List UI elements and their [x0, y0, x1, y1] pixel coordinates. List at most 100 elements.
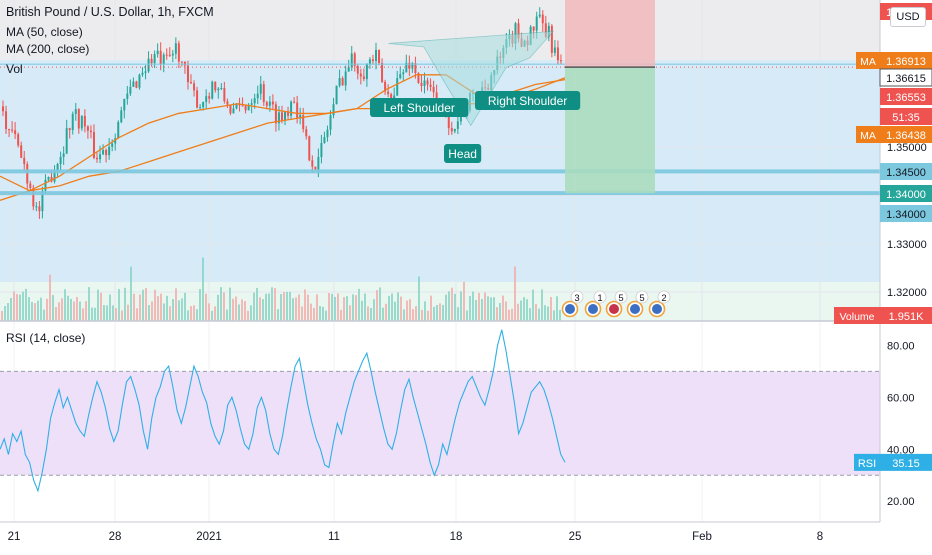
volume-bar: [556, 296, 558, 321]
candle-body: [235, 103, 238, 109]
volume-bar: [553, 310, 555, 321]
volume-bar: [142, 289, 144, 321]
volume-bar: [88, 287, 90, 321]
candle-body: [226, 101, 229, 105]
candle-body: [387, 91, 390, 95]
volume-bar: [541, 289, 543, 321]
volume-bar: [121, 310, 123, 321]
price-label-tag-bg: [856, 126, 880, 143]
volume-bar: [133, 293, 135, 321]
volume-legend[interactable]: Vol: [6, 62, 23, 76]
time-tick-6: Feb: [692, 531, 712, 543]
candle-body: [65, 128, 68, 154]
volume-bar: [487, 296, 489, 321]
candle-body: [432, 86, 435, 93]
price-label-bg: [880, 52, 932, 69]
price-label-tag-bg: [856, 52, 880, 69]
candle-body: [408, 62, 411, 69]
price-tick-1: 1.33000: [887, 239, 927, 251]
candle-body: [77, 109, 80, 129]
volume-bar: [313, 307, 315, 321]
candle-body: [381, 62, 384, 82]
candle-body: [302, 115, 305, 130]
candle-body: [259, 84, 262, 94]
volume-bar: [502, 295, 504, 321]
candle-body: [265, 102, 268, 106]
rsi-tick-0: 20.00: [887, 496, 915, 508]
volume-bar: [448, 291, 450, 321]
time-tick-1: 28: [109, 531, 122, 543]
volume-bar: [439, 303, 441, 321]
event-count: 1: [597, 293, 602, 304]
candle-body: [532, 26, 535, 31]
candle-body: [541, 14, 544, 24]
volume-bar: [13, 291, 15, 321]
candle-body: [41, 190, 44, 212]
candle-body: [314, 166, 317, 170]
volume-bar: [424, 301, 426, 321]
candle-body: [177, 43, 180, 62]
volume-bar: [325, 310, 327, 321]
candle-body: [344, 71, 347, 86]
head-label-bg: [444, 144, 482, 163]
head-label-text: Head: [448, 147, 477, 161]
candle-body: [396, 78, 399, 96]
volume-bar: [286, 291, 288, 321]
price-label-3: 1.36553: [880, 88, 932, 105]
candle-body: [62, 153, 65, 158]
volume-bar: [220, 287, 222, 321]
candle-body: [208, 96, 211, 99]
candle-body: [114, 138, 117, 144]
price-label-value: 1.36553: [886, 92, 926, 104]
rsi-badge-value: 35.15: [892, 458, 920, 470]
main-price-pane[interactable]: Left Shoulder Head Right Shoulder 3 1 5 5 2: [0, 0, 880, 321]
candle-body: [129, 86, 132, 94]
candle-body: [365, 63, 368, 80]
volume-bar: [289, 291, 291, 321]
volume-bar: [409, 299, 411, 321]
volume-bar: [337, 293, 339, 321]
rsi-pane[interactable]: [0, 320, 880, 522]
currency-button[interactable]: USD: [890, 7, 926, 27]
ma50-legend[interactable]: MA (50, close): [6, 25, 83, 39]
volume-bar: [118, 289, 120, 321]
candle-body: [117, 122, 120, 139]
volume-bar: [382, 307, 384, 321]
candle-body: [423, 80, 426, 86]
price-label-tag: MA: [860, 56, 876, 68]
volume-bar: [391, 293, 393, 321]
volume-bar: [352, 294, 354, 321]
volume-bar: [517, 303, 519, 321]
volume-bar: [130, 266, 132, 321]
candle-body: [293, 101, 296, 103]
volume-bar: [547, 306, 549, 321]
candle-body: [253, 98, 256, 104]
rsi-legend[interactable]: RSI (14, close): [6, 331, 86, 345]
volume-bar: [259, 297, 261, 321]
candle-body: [92, 132, 95, 158]
volume-bar: [115, 308, 117, 321]
ma200-legend[interactable]: MA (200, close): [6, 42, 90, 56]
volume-bar: [67, 295, 69, 321]
volume-bar: [427, 310, 429, 321]
volume-bar: [223, 292, 225, 321]
volume-bar: [190, 306, 192, 321]
right-shoulder-label-text: Right Shoulder: [488, 94, 567, 108]
head-label: Head: [444, 144, 482, 163]
candle-body: [108, 146, 111, 156]
candle-body: [83, 115, 86, 127]
rsi-badge-tag-bg: [854, 453, 880, 471]
candle-body: [126, 93, 129, 99]
volume-bar: [406, 300, 408, 321]
candle-body: [89, 130, 92, 133]
candle-body: [186, 65, 189, 83]
volume-bar: [550, 297, 552, 321]
candle-body: [135, 81, 138, 88]
time-axis[interactable]: 21 28 2021 11 18 25 Feb 8: [0, 521, 880, 543]
candle-body: [353, 53, 356, 67]
candle-body: [220, 87, 223, 89]
volume-bar: [514, 266, 516, 321]
candle-body: [196, 90, 199, 108]
candle-body: [14, 130, 17, 135]
